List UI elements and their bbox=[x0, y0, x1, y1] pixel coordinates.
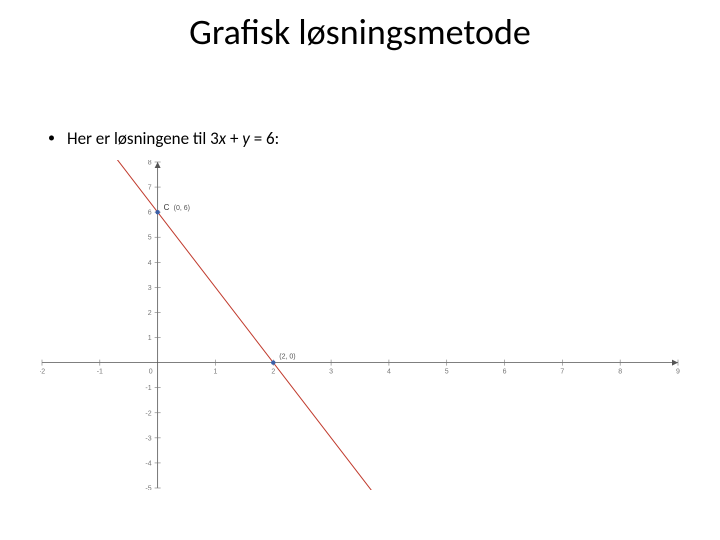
svg-text:1: 1 bbox=[214, 369, 218, 376]
svg-text:8: 8 bbox=[148, 160, 152, 167]
svg-text:6: 6 bbox=[148, 210, 152, 217]
bullet-text: Her er løsningene til 3x + y = 6: bbox=[67, 128, 279, 149]
svg-text:7: 7 bbox=[148, 185, 152, 192]
svg-text:5: 5 bbox=[148, 235, 152, 242]
bullet-item: • Her er løsningene til 3x + y = 6: bbox=[48, 128, 279, 149]
svg-text:0: 0 bbox=[149, 369, 153, 376]
svg-text:8: 8 bbox=[618, 369, 622, 376]
svg-text:6: 6 bbox=[503, 369, 507, 376]
svg-text:-2: -2 bbox=[40, 369, 45, 376]
svg-text:-5: -5 bbox=[145, 486, 151, 491]
svg-text:7: 7 bbox=[560, 369, 564, 376]
svg-text:5: 5 bbox=[445, 369, 449, 376]
svg-text:-4: -4 bbox=[145, 460, 151, 467]
slide-title: Grafisk løsningsmetode bbox=[0, 10, 720, 54]
svg-text:-1: -1 bbox=[145, 385, 151, 392]
bullet-dot: • bbox=[48, 131, 55, 145]
svg-text:-1: -1 bbox=[97, 369, 103, 376]
svg-text:2: 2 bbox=[271, 369, 275, 376]
svg-text:(2, 0): (2, 0) bbox=[279, 354, 295, 361]
svg-text:C: C bbox=[164, 203, 170, 212]
line-chart: -2 -1 1 2 3 4 5 6 7 8 9 -5 -4 -3 -2 -1 1 2 3 4 5 6 7 8 0 C (0, 6) (… bbox=[40, 160, 680, 490]
chart-container: -2 -1 1 2 3 4 5 6 7 8 9 -5 -4 -3 -2 -1 1 2 3 4 5 6 7 8 0 C (0, 6) (… bbox=[40, 160, 680, 490]
svg-text:9: 9 bbox=[676, 369, 680, 376]
svg-text:4: 4 bbox=[387, 369, 391, 376]
svg-text:(0, 6): (0, 6) bbox=[174, 205, 190, 212]
svg-text:4: 4 bbox=[148, 260, 152, 267]
svg-text:1: 1 bbox=[148, 335, 152, 342]
svg-text:-3: -3 bbox=[145, 435, 151, 442]
svg-text:3: 3 bbox=[329, 369, 333, 376]
svg-text:-2: -2 bbox=[145, 410, 151, 417]
svg-text:3: 3 bbox=[148, 285, 152, 292]
svg-text:2: 2 bbox=[148, 310, 152, 317]
